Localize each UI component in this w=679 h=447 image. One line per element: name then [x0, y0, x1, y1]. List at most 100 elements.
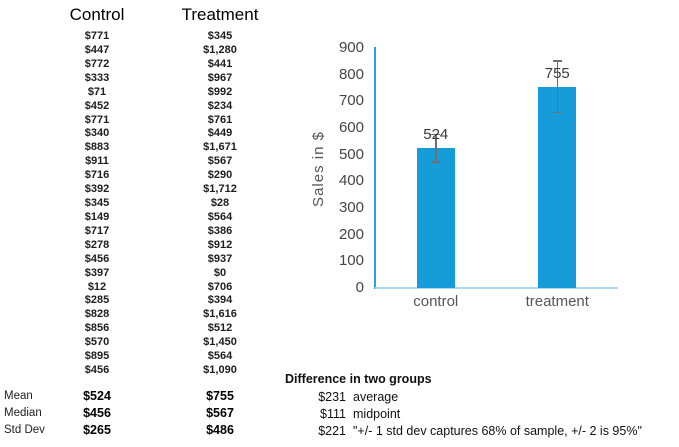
x-axis-line	[375, 287, 618, 289]
stats-treatment-value[interactable]: $567	[206, 406, 234, 420]
control-cell[interactable]: $71	[87, 85, 107, 98]
stats-label[interactable]: Std Dev	[4, 424, 45, 436]
control-cell[interactable]: $340	[84, 127, 110, 140]
control-cell[interactable]: $771	[84, 113, 110, 126]
table-row: $828 $1,616	[0, 307, 290, 321]
error-bar-cap-bottom	[552, 111, 562, 114]
treatment-cell[interactable]: $1,616	[203, 308, 237, 321]
error-bar-cap-top	[431, 133, 441, 136]
treatment-cell[interactable]: $394	[207, 294, 233, 307]
control-cell[interactable]: $570	[84, 336, 110, 349]
stats-label[interactable]: Median	[4, 407, 42, 419]
column-header-treatment[interactable]: Treatment	[181, 5, 259, 24]
y-tick-label: 500	[338, 145, 364, 163]
difference-desc[interactable]: average	[353, 390, 399, 404]
stats-label[interactable]: Mean	[4, 390, 33, 402]
treatment-cell[interactable]: $290	[207, 169, 233, 182]
table-row: $392 $1,712	[0, 182, 290, 196]
treatment-cell[interactable]: $564	[207, 210, 233, 223]
control-cell[interactable]: $392	[84, 183, 110, 196]
data-rows: $771 $345 $447 $1,280 $772 $441 $333 $967 $71 $99…	[0, 29, 290, 381]
treatment-cell[interactable]: $937	[207, 252, 233, 265]
treatment-cell[interactable]: $345	[207, 30, 233, 42]
y-axis-line	[374, 47, 376, 289]
control-cell[interactable]: $717	[84, 224, 110, 237]
table-row: $340 $449	[0, 126, 290, 140]
table-row: $570 $1,450	[0, 335, 290, 349]
control-cell[interactable]: $456	[84, 364, 110, 377]
table-row: $149 $564	[0, 210, 290, 224]
treatment-cell[interactable]: $1,671	[203, 141, 237, 154]
treatment-cell[interactable]: $0	[213, 266, 227, 279]
treatment-cell[interactable]: $967	[207, 71, 233, 84]
treatment-cell[interactable]: $386	[207, 224, 233, 237]
difference-value[interactable]: $111	[320, 407, 346, 421]
stats-control-value[interactable]: $265	[83, 423, 111, 437]
control-cell[interactable]: $772	[84, 57, 110, 70]
table-row: $12 $706	[0, 280, 290, 294]
bar-treatment[interactable]	[538, 86, 577, 288]
control-cell[interactable]: $456	[84, 252, 110, 265]
difference-row: $111 midpoint	[0, 406, 679, 422]
treatment-cell[interactable]: $564	[207, 350, 233, 363]
control-cell[interactable]: $883	[84, 141, 110, 154]
control-cell[interactable]: $345	[84, 197, 110, 210]
treatment-cell[interactable]: $1,712	[203, 183, 237, 196]
control-cell[interactable]: $285	[84, 294, 110, 307]
treatment-cell[interactable]: $441	[207, 57, 233, 70]
y-tick-label: 900	[338, 39, 364, 56]
difference-title[interactable]: Difference in two groups	[285, 372, 432, 386]
control-cell[interactable]: $397	[84, 266, 110, 279]
bar-control[interactable]	[416, 148, 455, 288]
treatment-cell[interactable]: $449	[207, 127, 233, 140]
table-row: $771 $761	[0, 113, 290, 127]
stats-row: Std Dev $265 $486	[0, 422, 290, 438]
category-label: treatment	[525, 293, 589, 310]
table-row: $883 $1,671	[0, 140, 290, 154]
treatment-cell[interactable]: $1,090	[203, 364, 237, 377]
y-tick-label: 200	[338, 225, 364, 243]
difference-value[interactable]: $231	[318, 390, 346, 404]
difference-row: $221 "+/- 1 std dev captures 68% of sampl…	[0, 423, 679, 439]
difference-value[interactable]: $221	[318, 424, 346, 438]
treatment-cell[interactable]: $992	[207, 85, 233, 98]
stats-treatment-value[interactable]: $755	[206, 389, 234, 403]
y-tick-label: 700	[338, 92, 364, 110]
control-cell[interactable]: $149	[84, 210, 110, 223]
control-cell[interactable]: $895	[84, 350, 110, 363]
category-label: control	[413, 293, 459, 310]
table-row: $717 $386	[0, 224, 290, 238]
control-cell[interactable]: $911	[85, 155, 109, 168]
control-cell[interactable]: $278	[84, 238, 110, 251]
stats-control-value[interactable]: $456	[83, 406, 111, 420]
column-header-control[interactable]: Control	[69, 5, 125, 24]
control-cell[interactable]: $447	[84, 43, 110, 56]
treatment-cell[interactable]: $706	[207, 280, 233, 293]
table-row: $333 $967	[0, 71, 290, 85]
treatment-cell[interactable]: $761	[207, 113, 233, 126]
table-row: $895 $564	[0, 349, 290, 363]
treatment-cell[interactable]: $234	[207, 99, 233, 112]
stats-treatment-value[interactable]: $486	[206, 423, 234, 437]
table-row: $447 $1,280	[0, 43, 290, 57]
control-cell[interactable]: $333	[84, 71, 110, 84]
treatment-cell[interactable]: $912	[207, 238, 233, 251]
control-cell[interactable]: $716	[84, 169, 110, 182]
difference-desc[interactable]: midpoint	[353, 407, 401, 421]
treatment-cell[interactable]: $567	[207, 155, 233, 168]
control-cell[interactable]: $12	[87, 280, 107, 293]
control-cell[interactable]: $856	[84, 322, 110, 335]
control-cell[interactable]: $771	[84, 30, 110, 42]
difference-desc[interactable]: "+/- 1 std dev captures 68% of sample, +…	[353, 424, 642, 438]
stats-control-value[interactable]: $524	[83, 389, 111, 403]
y-tick-label: 0	[355, 279, 364, 296]
table-row: $452 $234	[0, 99, 290, 113]
treatment-cell[interactable]: $1,280	[203, 43, 237, 56]
control-cell[interactable]: $452	[84, 99, 110, 112]
treatment-cell[interactable]: $28	[210, 197, 230, 210]
treatment-cell[interactable]: $512	[207, 322, 233, 335]
treatment-cell[interactable]: $1,450	[203, 336, 237, 349]
control-cell[interactable]: $828	[84, 308, 110, 321]
